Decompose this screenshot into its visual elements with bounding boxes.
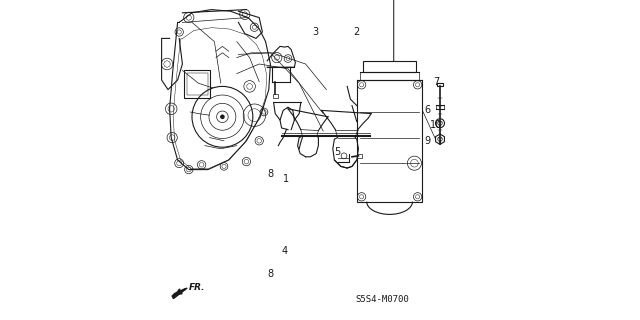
Circle shape — [221, 115, 224, 118]
Bar — [184, 70, 210, 98]
Text: 6: 6 — [424, 105, 431, 116]
Polygon shape — [172, 288, 187, 299]
Bar — [437, 83, 444, 86]
Text: 1: 1 — [284, 174, 289, 184]
Bar — [357, 154, 362, 158]
Text: S5S4-M0700: S5S4-M0700 — [356, 295, 409, 304]
Text: 9: 9 — [424, 136, 431, 146]
Text: FR.: FR. — [189, 284, 205, 292]
Bar — [357, 80, 422, 202]
Text: 8: 8 — [268, 169, 273, 180]
Bar — [187, 73, 207, 95]
Bar — [364, 61, 416, 72]
Text: 7: 7 — [433, 76, 439, 87]
Text: 10: 10 — [429, 120, 442, 130]
Text: 2: 2 — [354, 27, 360, 37]
Text: 4: 4 — [282, 246, 288, 256]
Text: 8: 8 — [268, 268, 273, 279]
Text: 5: 5 — [335, 147, 340, 157]
Bar — [273, 94, 278, 98]
Text: 3: 3 — [312, 27, 318, 37]
